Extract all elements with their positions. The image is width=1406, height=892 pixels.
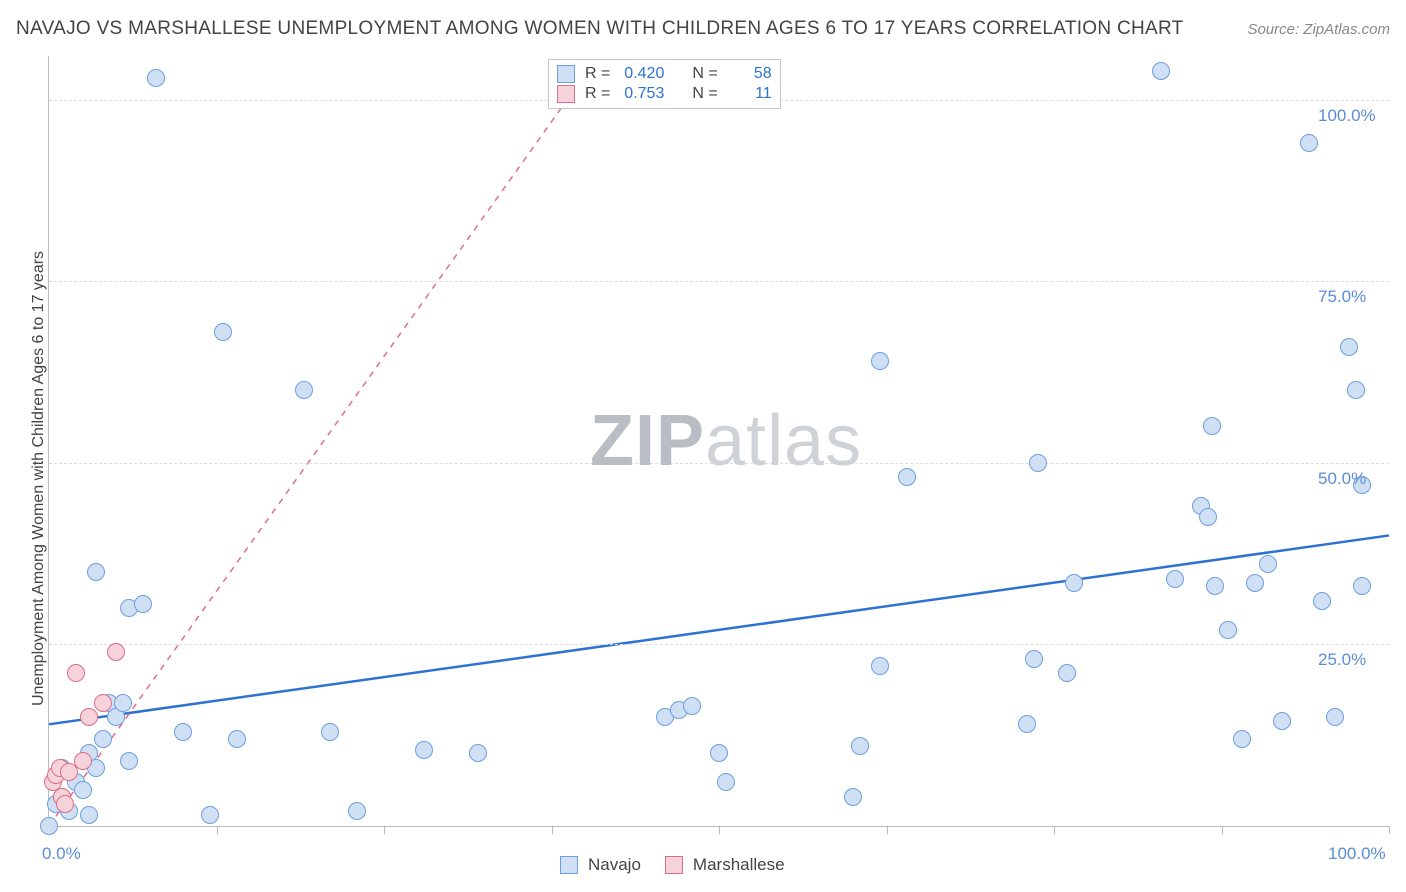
regression-line (49, 56, 598, 826)
x-tick (217, 826, 218, 834)
data-point (348, 802, 366, 820)
data-point (94, 730, 112, 748)
data-point (415, 741, 433, 759)
data-point (1273, 712, 1291, 730)
data-point (1199, 508, 1217, 526)
x-tick (384, 826, 385, 834)
data-point (1219, 621, 1237, 639)
legend-swatch (557, 85, 575, 103)
x-tick (719, 826, 720, 834)
data-point (1313, 592, 1331, 610)
data-point (1025, 650, 1043, 668)
legend-label: Navajo (588, 855, 641, 875)
x-tick (1054, 826, 1055, 834)
data-point (74, 752, 92, 770)
regression-line (49, 535, 1389, 724)
r-label: R = (585, 65, 610, 83)
legend-item: Marshallese (665, 854, 785, 876)
data-point (1203, 417, 1221, 435)
gridline (49, 281, 1389, 282)
data-point (295, 381, 313, 399)
data-point (1347, 381, 1365, 399)
data-point (134, 595, 152, 613)
y-tick-label: 25.0% (1318, 650, 1366, 670)
r-label: R = (585, 85, 610, 103)
stats-legend-box: R = 0.420 N = 58 R = 0.753 N = 11 (548, 59, 781, 109)
y-tick-label: 50.0% (1318, 469, 1366, 489)
data-point (80, 708, 98, 726)
data-point (851, 737, 869, 755)
data-point (1166, 570, 1184, 588)
data-point (717, 773, 735, 791)
data-point (174, 723, 192, 741)
x-tick-label: 100.0% (1328, 844, 1386, 864)
gridline (49, 463, 1389, 464)
data-point (56, 795, 74, 813)
data-point (40, 817, 58, 835)
legend-swatch (665, 856, 683, 874)
data-point (228, 730, 246, 748)
data-point (114, 694, 132, 712)
data-point (1065, 574, 1083, 592)
data-point (120, 752, 138, 770)
y-tick-label: 100.0% (1318, 106, 1376, 126)
data-point (871, 657, 889, 675)
data-point (214, 323, 232, 341)
y-tick-label: 75.0% (1318, 287, 1366, 307)
data-point (74, 781, 92, 799)
data-point (710, 744, 728, 762)
legend-swatch (557, 65, 575, 83)
chart-title: NAVAJO VS MARSHALLESE UNEMPLOYMENT AMONG… (16, 18, 1184, 40)
data-point (683, 697, 701, 715)
data-point (67, 664, 85, 682)
data-point (1029, 454, 1047, 472)
legend-label: Marshallese (693, 855, 785, 875)
x-tick (552, 826, 553, 834)
stats-row: R = 0.753 N = 11 (557, 84, 772, 104)
data-point (87, 563, 105, 581)
data-point (1152, 62, 1170, 80)
data-point (1340, 338, 1358, 356)
data-point (94, 694, 112, 712)
data-point (1018, 715, 1036, 733)
r-value: 0.753 (620, 85, 664, 103)
series-legend: Navajo Marshallese (560, 854, 785, 876)
data-point (871, 352, 889, 370)
gridline (49, 644, 1389, 645)
data-point (1353, 577, 1371, 595)
data-point (147, 69, 165, 87)
n-value: 58 (728, 65, 772, 83)
source-label: Source: ZipAtlas.com (1247, 21, 1390, 38)
data-point (1259, 555, 1277, 573)
y-axis-title: Unemployment Among Women with Children A… (30, 251, 48, 706)
data-point (201, 806, 219, 824)
data-point (1326, 708, 1344, 726)
data-point (1300, 134, 1318, 152)
r-value: 0.420 (620, 65, 664, 83)
n-label: N = (692, 85, 717, 103)
legend-swatch (560, 856, 578, 874)
data-point (898, 468, 916, 486)
x-tick (1389, 826, 1390, 834)
data-point (321, 723, 339, 741)
plot-area (48, 56, 1389, 827)
data-point (1206, 577, 1224, 595)
data-point (1246, 574, 1264, 592)
n-value: 11 (728, 85, 772, 103)
x-tick-label: 0.0% (42, 844, 81, 864)
x-tick (1222, 826, 1223, 834)
legend-item: Navajo (560, 854, 641, 876)
data-point (1058, 664, 1076, 682)
stats-row: R = 0.420 N = 58 (557, 64, 772, 84)
regression-lines (49, 56, 1389, 826)
n-label: N = (692, 65, 717, 83)
data-point (107, 643, 125, 661)
data-point (1233, 730, 1251, 748)
data-point (80, 806, 98, 824)
x-tick (887, 826, 888, 834)
data-point (469, 744, 487, 762)
data-point (844, 788, 862, 806)
